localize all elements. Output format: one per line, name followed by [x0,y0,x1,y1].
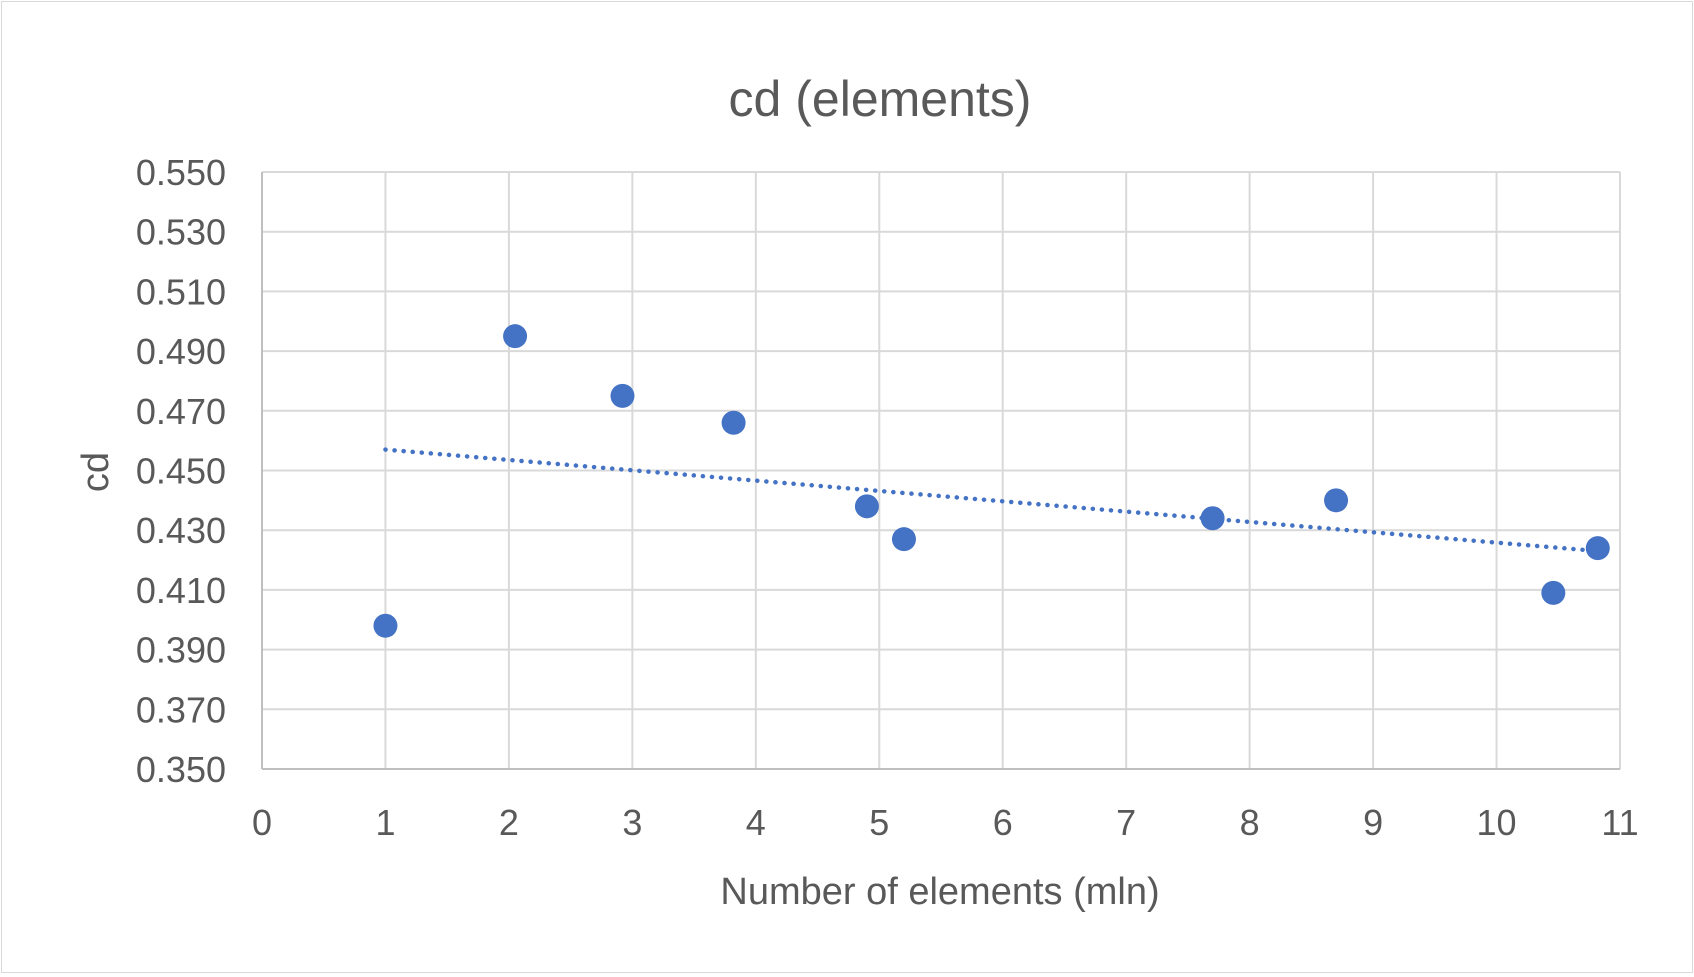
x-tick-label: 11 [1601,802,1638,843]
x-tick-label: 4 [746,802,766,843]
data-point [1324,488,1349,513]
x-tick-label: 0 [252,802,272,843]
y-tick-label: 0.490 [136,331,226,372]
data-point [891,527,916,552]
data-point [721,410,746,435]
y-tick-label: 0.350 [136,749,226,790]
x-tick-label: 3 [622,802,642,843]
y-tick-label: 0.370 [136,689,226,730]
y-tick-label: 0.430 [136,510,226,551]
data-point [610,383,635,408]
y-tick-label: 0.510 [136,271,226,312]
data-point [1585,536,1610,561]
y-tick-label: 0.410 [136,570,226,611]
trendline [383,447,1601,554]
data-point [854,494,879,519]
data-point [1200,506,1225,531]
y-tick-label: 0.530 [136,212,226,253]
x-tick-label: 5 [869,802,889,843]
trendline-group [383,447,1601,554]
data-point [1541,580,1566,605]
x-tick-label: 6 [993,802,1013,843]
data-point [373,613,398,638]
x-tick-label: 10 [1477,802,1517,843]
data-points [373,324,1610,638]
x-tick-label: 9 [1363,802,1383,843]
x-tick-label: 2 [499,802,519,843]
x-tick-label: 8 [1240,802,1260,843]
y-tick-label: 0.550 [136,152,226,193]
x-tick-label: 7 [1116,802,1136,843]
y-tick-label: 0.390 [136,630,226,671]
y-axis-title: cd [75,452,117,492]
grid [262,171,1621,769]
axes: 0.350 0.370 0.390 0.410 0.430 0.450 0.470 0.490… [136,152,1639,843]
chart-title: cd (elements) [729,71,1032,127]
y-tick-label: 0.450 [136,451,226,492]
y-tick-label: 0.470 [136,391,226,432]
x-tick-label: 1 [375,802,395,843]
data-point [503,324,528,349]
x-axis-title: Number of elements (mln) [720,871,1159,913]
